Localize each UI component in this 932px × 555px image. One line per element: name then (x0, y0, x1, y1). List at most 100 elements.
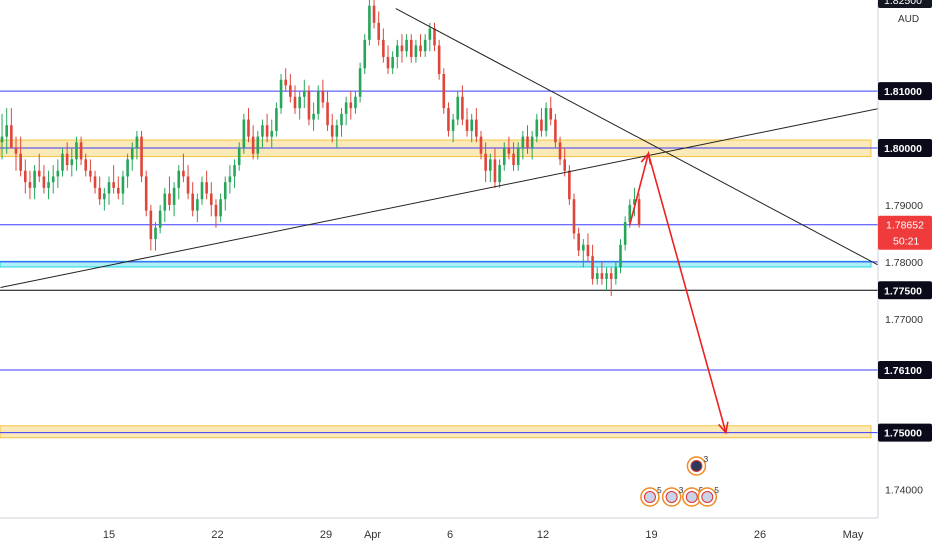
candle-body (177, 170, 181, 188)
candle-body (475, 119, 478, 137)
candle-body (0, 136, 4, 143)
candle-body (465, 119, 469, 131)
candle-body (172, 187, 176, 205)
candle-body (326, 102, 329, 126)
level-badge-label: 1.77500 (884, 285, 922, 297)
candle-body (158, 210, 162, 228)
candle-body (493, 159, 497, 183)
candle-body (572, 199, 576, 234)
candle-body (461, 96, 464, 120)
candle-body (112, 182, 115, 188)
candle-body (330, 125, 334, 137)
candle-body (242, 119, 246, 148)
candle-body (14, 148, 18, 154)
level-zone-6[interactable] (0, 425, 872, 439)
candle-body (219, 199, 222, 217)
level-badge-label: 1.76100 (884, 365, 922, 377)
candle-body (479, 136, 483, 154)
level-badge-4 (878, 281, 932, 300)
trendline-1[interactable] (395, 8, 916, 286)
level-zone-3[interactable] (0, 260, 872, 268)
candle-body (163, 193, 167, 211)
candle-body (456, 96, 460, 120)
candle-body (293, 96, 297, 109)
event-badge[interactable]: 5 (697, 485, 719, 507)
candle-body (368, 5, 371, 40)
x-tick-label: 6 (447, 529, 453, 541)
projection-path[interactable] (629, 150, 727, 433)
candle-body (84, 159, 88, 171)
event-flag-icon (685, 491, 698, 503)
candle-body (289, 85, 292, 97)
candle-body (372, 5, 376, 23)
candle-body (377, 22, 380, 40)
x-tick-label: 19 (645, 529, 657, 541)
candle-body (623, 222, 627, 245)
candle-body (344, 102, 348, 114)
candle-body (5, 125, 8, 137)
candle-body (386, 56, 390, 69)
x-tick-label: 29 (320, 529, 332, 541)
level-badge-label: 1.80000 (884, 143, 922, 155)
candle-body (256, 136, 260, 154)
candle-body (502, 148, 506, 166)
candle-body (595, 273, 599, 279)
event-flag-icon (701, 491, 714, 503)
level-badge-6 (878, 423, 932, 442)
candle-body (563, 159, 566, 171)
candle-body (340, 113, 343, 126)
candle-body (247, 119, 250, 137)
candle-body (391, 56, 394, 69)
candle-body (568, 170, 571, 200)
candle-body (470, 119, 473, 131)
candle-body (200, 182, 204, 200)
candle-body (168, 193, 171, 205)
event-badge[interactable]: 3 (661, 485, 684, 507)
candle-body (414, 45, 418, 57)
price-axis[interactable]: AUD 1.74000 1.77000 1.78000 1.79000 1.82500 1… (877, 0, 932, 518)
candle-body (526, 136, 529, 148)
candle-body (261, 125, 264, 137)
candle-body (121, 176, 125, 194)
candle-body (79, 142, 83, 160)
event-badge[interactable]: 3 (686, 454, 708, 476)
candle-body (544, 108, 548, 131)
candle-body (51, 176, 55, 183)
y-tick-label: 1.74000 (885, 485, 923, 497)
candle-body (405, 39, 408, 52)
candle-body (56, 170, 60, 177)
candle-body (75, 142, 78, 160)
candle-body (303, 91, 306, 97)
candle-body (33, 170, 36, 188)
y-tick-label: 1.77000 (885, 314, 923, 326)
event-badge[interactable]: 5 (640, 485, 662, 507)
projection-arrow[interactable] (629, 150, 729, 435)
candle-body (605, 273, 608, 279)
candle-body (433, 28, 436, 46)
x-tick-label: 12 (537, 529, 549, 541)
candle-body (577, 233, 580, 251)
trendlines[interactable] (0, 8, 923, 288)
event-flag-icon (665, 491, 678, 503)
candle-body (358, 68, 362, 97)
x-tick-label: Apr (364, 529, 381, 541)
candle-body (484, 153, 487, 171)
time-axis[interactable]: 15 22 29 Apr 6 12 19 26 May (0, 517, 932, 550)
event-count: 3 (703, 454, 708, 464)
candle-body (423, 39, 427, 52)
candle-body (103, 193, 106, 200)
candle-body (498, 165, 501, 183)
candle-body (619, 244, 622, 268)
candlesticks (0, 0, 641, 296)
candle-body (223, 182, 227, 200)
top-price-badge (878, 0, 932, 8)
candle-body (42, 176, 46, 188)
economic-events[interactable]: 35355 (640, 454, 719, 507)
candle-body (321, 91, 325, 103)
candle-body (210, 193, 213, 205)
candle-body (24, 170, 27, 183)
candle-body (382, 39, 385, 57)
trendline-0[interactable] (0, 99, 923, 288)
